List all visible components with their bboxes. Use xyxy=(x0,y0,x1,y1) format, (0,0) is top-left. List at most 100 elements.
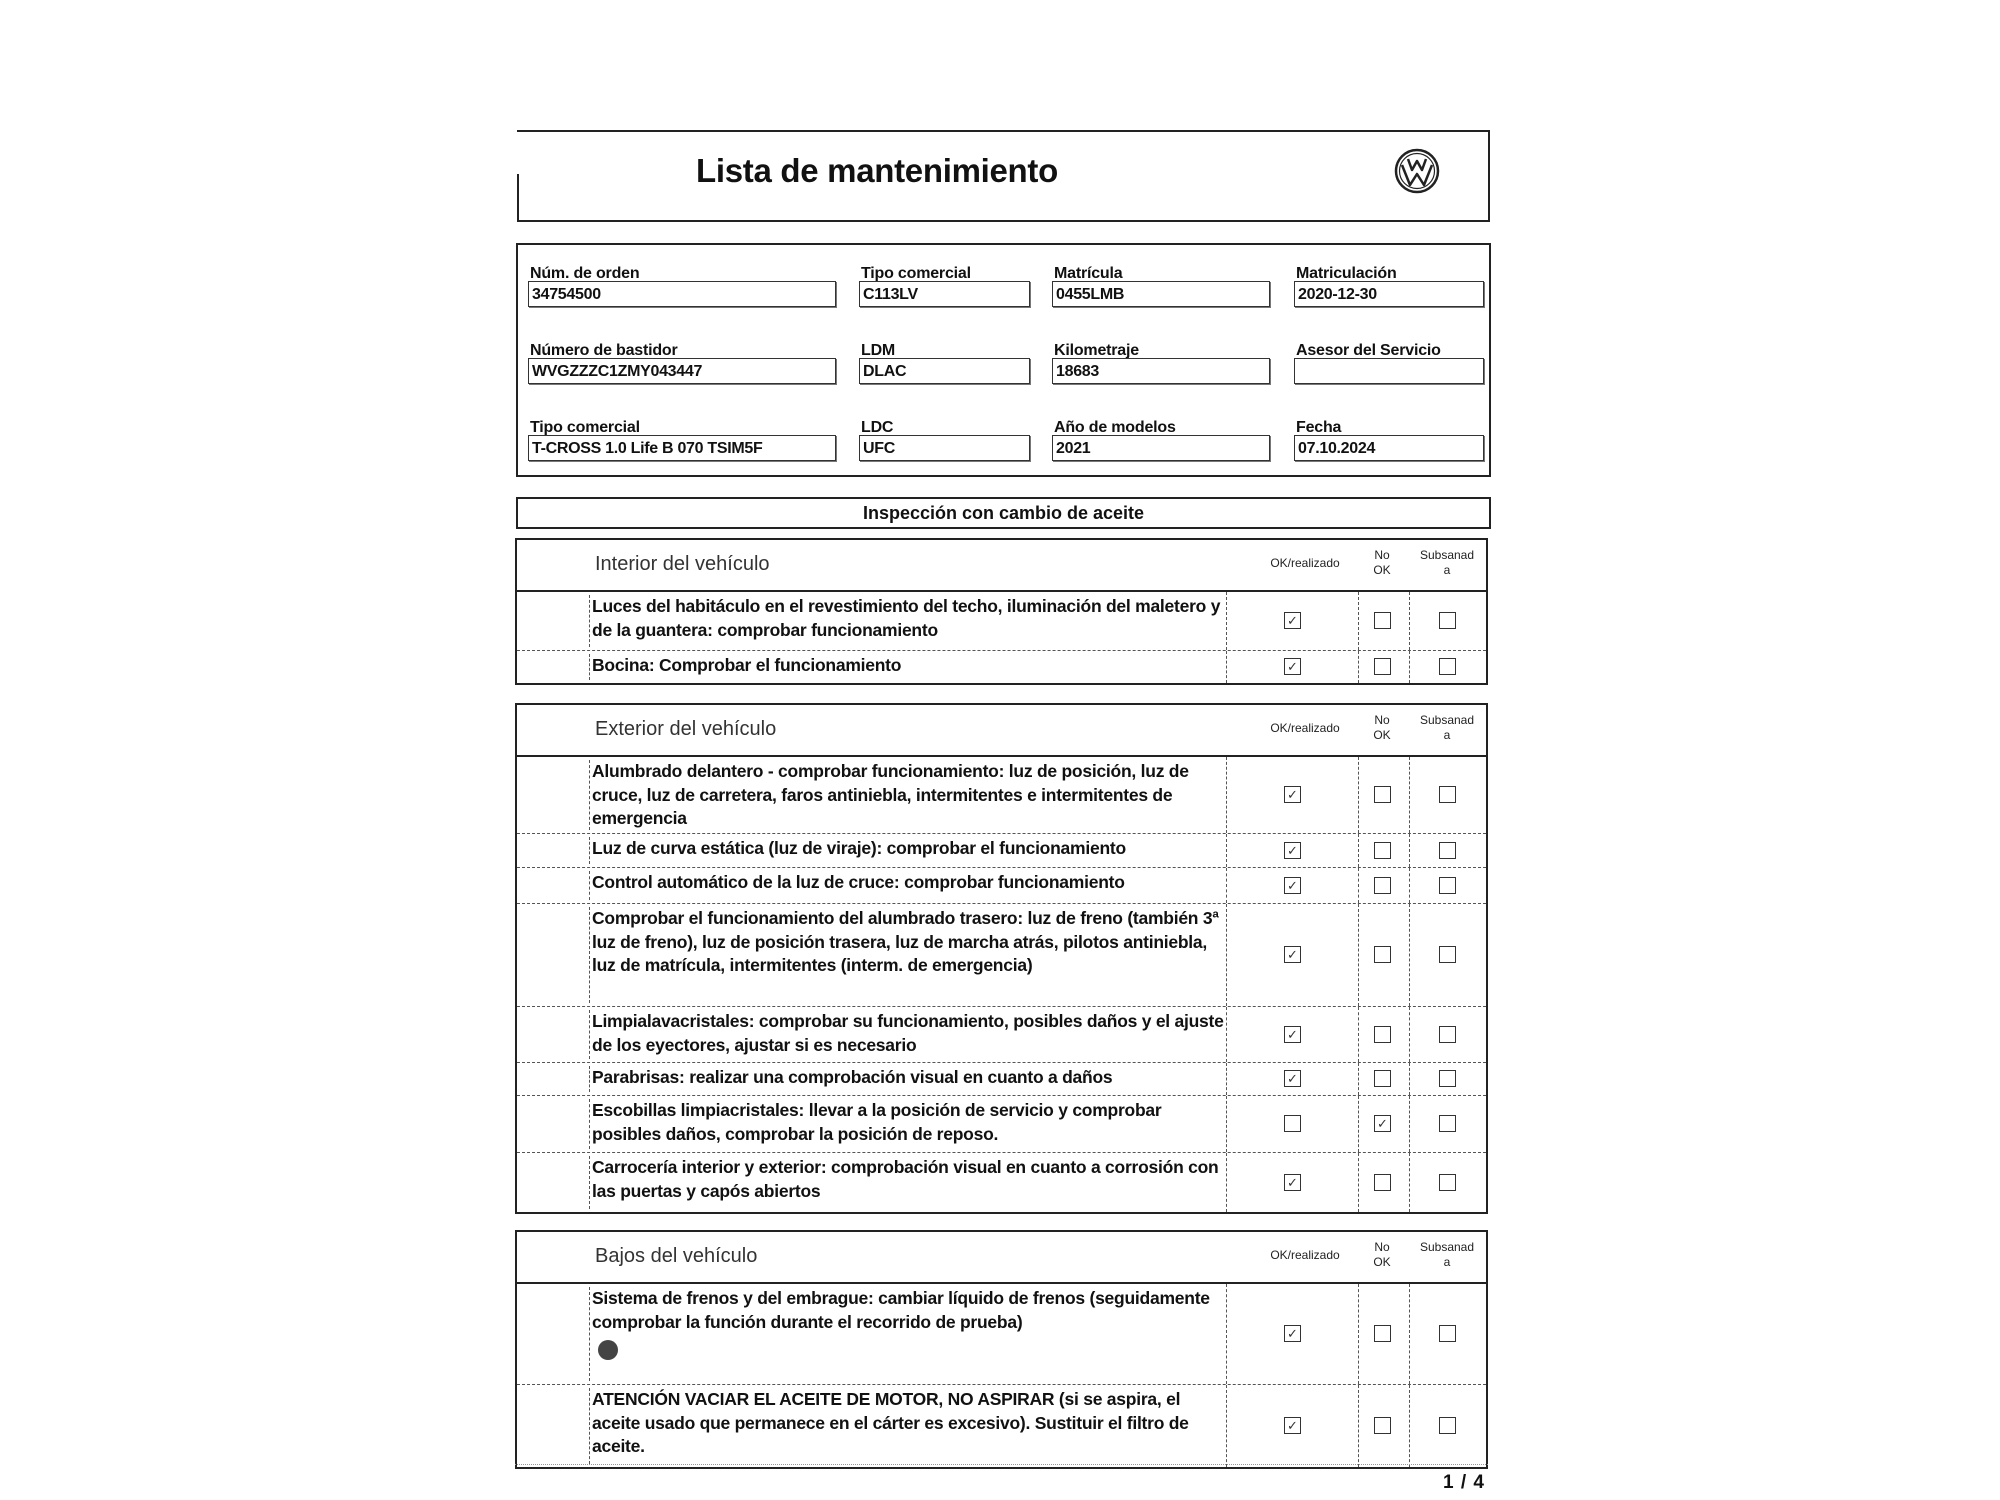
vw-logo-icon xyxy=(1394,148,1440,194)
inspection-banner: Inspección con cambio de aceite xyxy=(516,497,1491,529)
not-ok-checkbox[interactable] xyxy=(1374,1173,1391,1191)
check-icon: ✓ xyxy=(1287,1174,1298,1190)
item-text: Limpialavacristales: comprobar su funcio… xyxy=(592,1011,1224,1055)
field-value: WVGZZZC1ZMY043447 xyxy=(528,358,836,384)
not-ok-checkbox[interactable]: ✓ xyxy=(1374,1115,1391,1132)
not-ok-checkbox[interactable] xyxy=(1374,876,1391,894)
ok-checkbox[interactable]: ✓ xyxy=(1284,841,1301,859)
ok-checkbox[interactable]: ✓ xyxy=(1284,1417,1301,1434)
not-ok-checkbox[interactable] xyxy=(1374,841,1391,859)
subsanada-checkbox[interactable] xyxy=(1439,1173,1456,1191)
ok-checkbox[interactable]: ✓ xyxy=(1284,1173,1301,1191)
divider xyxy=(1226,834,1227,867)
divider xyxy=(1226,1284,1227,1384)
subsanada-checkbox[interactable] xyxy=(1439,786,1456,803)
not-ok-checkbox[interactable] xyxy=(1374,946,1391,963)
divider xyxy=(1358,1063,1359,1095)
divider xyxy=(1409,1284,1410,1384)
column-subs-line2: a xyxy=(1443,1255,1451,1269)
checklist-row: Sistema de frenos y del embrague: cambia… xyxy=(517,1284,1486,1385)
section-header: Exterior del vehículo OK/realizado No OK Sub… xyxy=(517,705,1486,757)
order-info-box: Núm. de orden 34754500 Tipo comercial C113L… xyxy=(516,243,1491,477)
column-nook-line1: No xyxy=(1374,548,1390,562)
not-ok-checkbox[interactable] xyxy=(1374,1025,1391,1043)
column-subs-header: Subsanad a xyxy=(1412,1240,1482,1270)
field-value: 0455LMB xyxy=(1052,281,1270,307)
divider xyxy=(1226,651,1227,683)
item-text: Sistema de frenos y del embrague: cambia… xyxy=(592,1288,1210,1332)
ok-checkbox[interactable]: ✓ xyxy=(1284,876,1301,894)
divider xyxy=(1358,592,1359,650)
column-ok-header: OK/realizado xyxy=(1270,1248,1340,1262)
checklist-item-text: Luces del habitáculo en el revestimiento… xyxy=(589,595,1227,647)
divider xyxy=(1409,757,1410,833)
page-title: Lista de mantenimiento xyxy=(696,152,1058,189)
column-subs-line1: Subsanad xyxy=(1419,548,1475,562)
checklist-row: Control automático de la luz de cruce: c… xyxy=(517,868,1486,904)
field-label: LDC xyxy=(861,419,894,436)
field-value: 34754500 xyxy=(528,281,836,307)
ok-checkbox[interactable]: ✓ xyxy=(1284,612,1301,629)
divider xyxy=(1409,1007,1410,1062)
ok-checkbox[interactable]: ✓ xyxy=(1284,786,1301,803)
checklist-item-text: Sistema de frenos y del embrague: cambia… xyxy=(589,1287,1227,1381)
not-ok-checkbox[interactable] xyxy=(1374,612,1391,629)
ok-checkbox[interactable]: ✓ xyxy=(1284,1325,1301,1342)
field-value: C113LV xyxy=(859,281,1030,307)
check-icon: ✓ xyxy=(1287,787,1298,802)
column-subs-line2: a xyxy=(1443,563,1451,577)
subsanada-checkbox[interactable] xyxy=(1439,1025,1456,1043)
subsanada-checkbox[interactable] xyxy=(1439,1070,1456,1087)
checklist-row: ATENCIÓN VACIAR EL ACEITE DE MOTOR, NO A… xyxy=(517,1385,1486,1467)
checklist-item-text: Alumbrado delantero - comprobar funciona… xyxy=(589,760,1227,830)
section-title: Interior del vehículo xyxy=(595,553,770,575)
divider xyxy=(1409,868,1410,903)
check-icon: ✓ xyxy=(1287,842,1298,858)
not-ok-checkbox[interactable] xyxy=(1374,1070,1391,1087)
ok-checkbox[interactable] xyxy=(1284,1115,1301,1132)
not-ok-checkbox[interactable] xyxy=(1374,1325,1391,1342)
item-text: ATENCIÓN VACIAR EL ACEITE DE MOTOR, NO A… xyxy=(592,1389,1189,1456)
field-value: 07.10.2024 xyxy=(1294,435,1484,461)
subsanada-checkbox[interactable] xyxy=(1439,612,1456,629)
column-nook-line1: No xyxy=(1374,1240,1390,1254)
check-icon: ✓ xyxy=(1287,613,1298,628)
checklist-item-text: ATENCIÓN VACIAR EL ACEITE DE MOTOR, NO A… xyxy=(589,1388,1227,1464)
checklist-item-text: Escobillas limpiacristales: llevar a la … xyxy=(589,1099,1227,1149)
not-ok-checkbox[interactable] xyxy=(1374,658,1391,675)
field-value: 18683 xyxy=(1052,358,1270,384)
check-icon: ✓ xyxy=(1377,1116,1388,1131)
ok-checkbox[interactable]: ✓ xyxy=(1284,658,1301,675)
check-icon: ✓ xyxy=(1287,877,1298,893)
checklist-row: Bocina: Comprobar el funcionamiento ✓ xyxy=(517,651,1486,683)
subsanada-checkbox[interactable] xyxy=(1439,1325,1456,1342)
section-title: Bajos del vehículo xyxy=(595,1245,758,1267)
item-text: Escobillas limpiacristales: llevar a la … xyxy=(592,1100,1162,1144)
field-label: Año de modelos xyxy=(1054,419,1176,436)
column-nook-line1: No xyxy=(1374,713,1390,727)
column-nook-header: No OK xyxy=(1357,713,1407,743)
divider xyxy=(1358,868,1359,903)
subsanada-checkbox[interactable] xyxy=(1439,946,1456,963)
not-ok-checkbox[interactable] xyxy=(1374,1417,1391,1434)
section-title: Exterior del vehículo xyxy=(595,718,777,740)
ok-checkbox[interactable]: ✓ xyxy=(1284,946,1301,963)
ok-checkbox[interactable]: ✓ xyxy=(1284,1070,1301,1087)
check-icon: ✓ xyxy=(1287,1326,1298,1341)
checklist-section: Bajos del vehículo OK/realizado No OK Subsan… xyxy=(515,1230,1488,1469)
not-ok-checkbox[interactable] xyxy=(1374,786,1391,803)
field-label: Núm. de orden xyxy=(530,265,640,282)
checklist-row: Carrocería interior y exterior: comproba… xyxy=(517,1153,1486,1212)
subsanada-checkbox[interactable] xyxy=(1439,876,1456,894)
subsanada-checkbox[interactable] xyxy=(1439,658,1456,675)
ok-checkbox[interactable]: ✓ xyxy=(1284,1025,1301,1043)
subsanada-checkbox[interactable] xyxy=(1439,1115,1456,1132)
header-box: Lista de mantenimiento xyxy=(517,130,1490,222)
subsanada-checkbox[interactable] xyxy=(1439,1417,1456,1434)
field-value: UFC xyxy=(859,435,1030,461)
divider xyxy=(1358,651,1359,683)
divider xyxy=(517,174,519,220)
subsanada-checkbox[interactable] xyxy=(1439,841,1456,859)
column-ok-header: OK/realizado xyxy=(1270,556,1340,570)
check-icon: ✓ xyxy=(1287,1071,1298,1086)
